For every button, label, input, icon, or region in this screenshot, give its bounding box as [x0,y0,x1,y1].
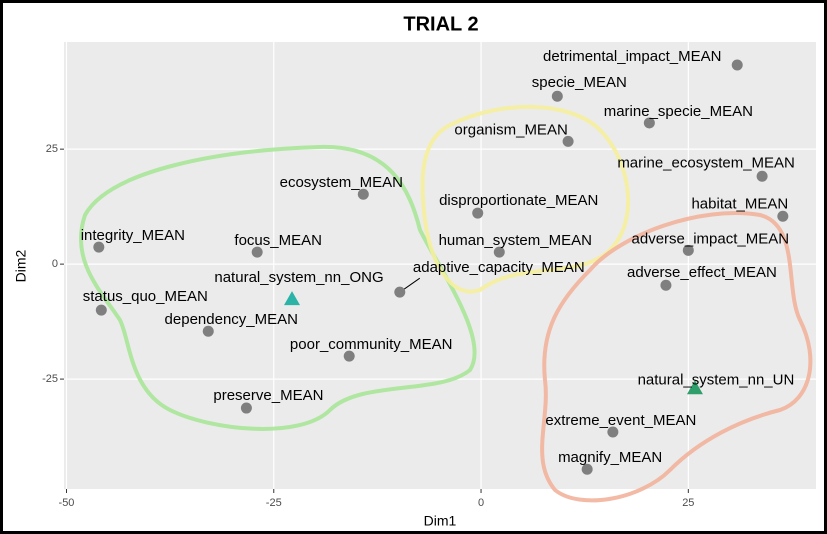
point-label: adaptive_capacity_MEAN [413,259,585,276]
point-label: adverse_impact_MEAN [632,230,790,247]
y-tick-label: 25 [46,143,58,155]
point [357,188,369,200]
point-label: magnify_MEAN [558,449,662,466]
point-label: specie_MEAN [532,74,627,91]
grid [64,42,816,489]
point-label: poor_community_MEAN [290,336,453,353]
point [581,463,593,475]
point-label: detrimental_impact_MEAN [543,48,721,65]
point-label: dependency_MEAN [165,311,298,328]
point [95,304,107,316]
point-label: marine_ecosystem_MEAN [617,154,795,171]
point-label: status_quo_MEAN [83,288,208,305]
point-label: natural_system_nn_UN [638,371,795,388]
point [731,59,743,71]
point [660,279,672,291]
point-label: extreme_event_MEAN [545,412,696,429]
chart-title: TRIAL 2 [403,13,478,35]
cluster-orange [540,211,813,503]
point-label: marine_specie_MEAN [604,103,753,120]
point [343,350,355,362]
point [551,90,563,102]
point [756,170,768,182]
point-label: ecosystem_MEAN [280,174,403,191]
point-label: human_system_MEAN [439,232,592,249]
point [643,117,655,129]
x-axis-label: Dim1 [424,513,457,529]
point [394,286,406,298]
point [777,210,789,222]
y-axis-label: Dim2 [13,249,29,282]
y-tick-label: -25 [42,373,58,385]
point-label: integrity_MEAN [81,227,185,244]
cluster-yellow [420,104,631,294]
point-label: habitat_MEAN [691,195,788,212]
point-triangle [686,380,703,395]
point [562,135,574,147]
point [607,426,619,438]
point [251,246,263,258]
point [93,241,105,253]
point [682,244,694,256]
marks: detrimental_impact_MEAN specie_MEANmarine… [81,48,795,475]
x-tick-label: 25 [682,497,694,509]
cluster-green [78,144,477,431]
point-label: organism_MEAN [454,121,567,138]
point-label: natural_system_nn_ONG [214,269,383,286]
x-tick-label: -25 [266,497,282,509]
point-label: disproportionate_MEAN [439,192,598,209]
point [202,325,214,337]
point [240,402,252,414]
point [472,207,484,219]
y-tick-label: 0 [52,258,58,270]
point-label: preserve_MEAN [213,387,323,404]
x-tick-label: -50 [59,497,75,509]
point-label: focus_MEAN [234,232,322,249]
point-triangle [284,291,301,306]
x-tick-label: 0 [478,497,484,509]
point-label: adverse_effect_MEAN [627,264,777,281]
point [493,246,505,258]
cluster-outlines [78,104,813,503]
